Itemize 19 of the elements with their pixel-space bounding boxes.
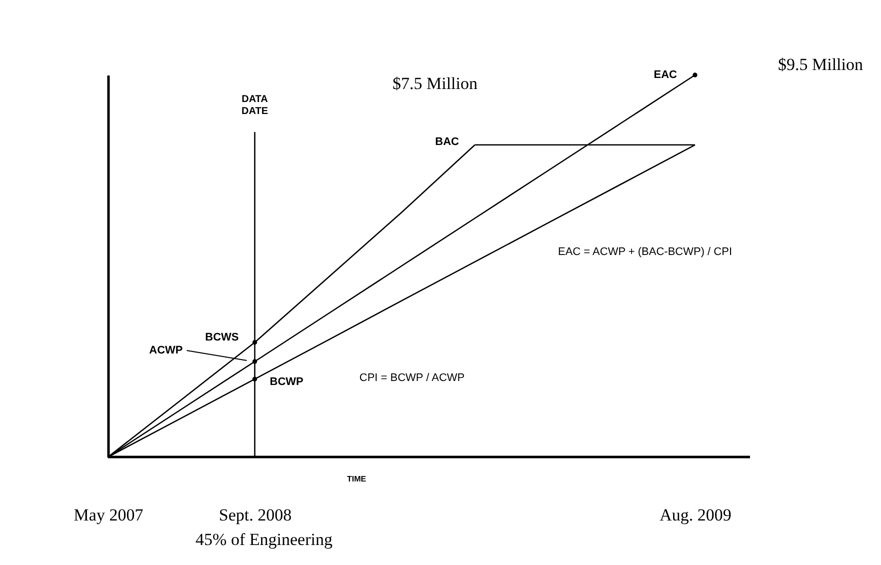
annotation: $7.5 Million <box>392 74 478 93</box>
annotation: EAC <box>654 69 678 81</box>
x-tick-label: Aug. 2009 <box>660 506 732 524</box>
annotation: ACWP <box>149 344 183 356</box>
point <box>252 359 258 364</box>
text: $9.5 Million <box>778 55 864 74</box>
annotation: BCWP <box>270 376 304 388</box>
ref-line-label: DATA DATE <box>242 94 268 117</box>
x-tick-label: Sept. 2008 <box>218 506 292 524</box>
text: 45% of Engineering <box>196 530 333 549</box>
x-tick-label: May 2007 <box>74 506 144 524</box>
point <box>252 376 258 382</box>
annotation: BAC <box>435 136 460 148</box>
x-axis-title: TIME <box>346 474 367 484</box>
point <box>252 340 258 345</box>
annotation: EAC = ACWP + (BAC-BCWP) / CPI <box>558 246 732 258</box>
point <box>692 72 698 78</box>
annotation: BCWS <box>205 331 239 344</box>
annotation: CPI = BCWP / ACWP <box>359 372 465 384</box>
